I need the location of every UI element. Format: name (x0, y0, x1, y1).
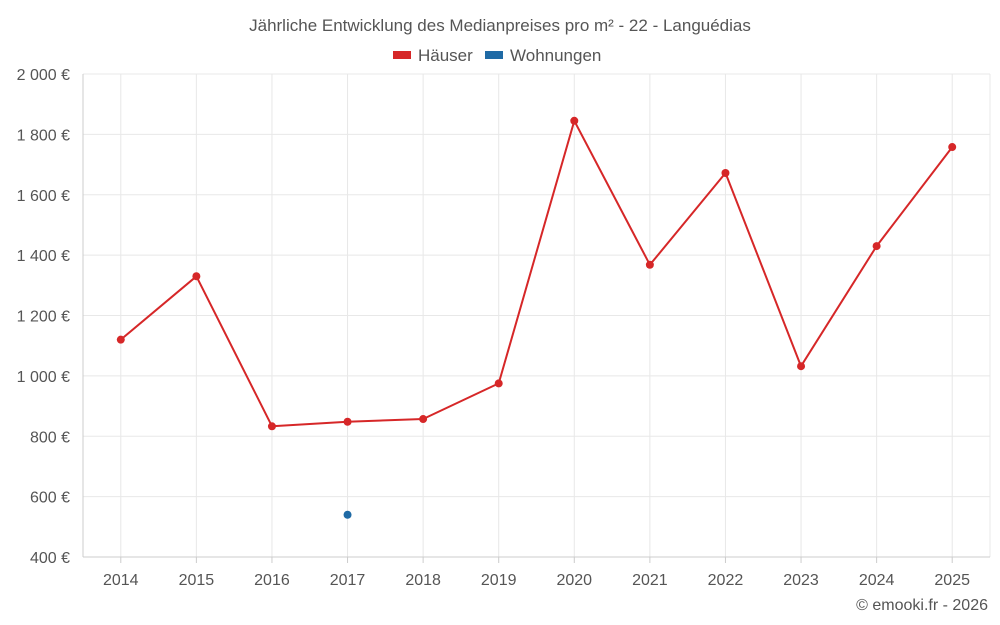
y-tick-label: 2 000 € (17, 67, 70, 84)
x-tick-label: 2025 (934, 572, 970, 589)
x-tick-label: 2022 (708, 572, 744, 589)
x-tick-label: 2017 (330, 572, 366, 589)
y-tick-label: 400 € (30, 550, 70, 567)
grid (83, 73, 991, 557)
legend-swatch-haeuser (393, 51, 411, 59)
data-point-haeuser[interactable] (116, 335, 125, 344)
x-tick-label: 2016 (254, 572, 290, 589)
legend-item-wohnungen[interactable]: Wohnungen (485, 46, 601, 65)
x-tick-label: 2018 (405, 572, 441, 589)
legend-item-haeuser[interactable]: Häuser (393, 46, 473, 65)
data-point-haeuser[interactable] (721, 169, 730, 178)
x-tick-label: 2020 (556, 572, 592, 589)
x-tick-label: 2015 (179, 572, 215, 589)
x-tick-label: 2019 (481, 572, 517, 589)
legend-label-haeuser: Häuser (418, 46, 473, 65)
legend: Häuser Wohnungen (393, 46, 601, 65)
data-point-haeuser[interactable] (570, 116, 579, 125)
x-tick-label: 2024 (859, 572, 895, 589)
data-point-haeuser[interactable] (797, 362, 806, 371)
chart-title: Jährliche Entwicklung des Medianpreises … (249, 16, 751, 35)
x-tick-label: 2023 (783, 572, 819, 589)
y-tick-label: 1 200 € (17, 309, 70, 326)
x-tick-label: 2021 (632, 572, 668, 589)
y-tick-label: 600 € (30, 490, 70, 507)
data-point-haeuser[interactable] (267, 422, 276, 431)
data-point-haeuser[interactable] (343, 417, 352, 426)
axes: 400 € 600 € 800 € 1 000 € 1 200 € 1 400 € 1 60… (17, 67, 990, 589)
legend-label-wohnungen: Wohnungen (510, 46, 601, 65)
series-line-haeuser (120, 119, 953, 428)
data-point-haeuser[interactable] (872, 242, 881, 251)
data-point-haeuser[interactable] (192, 272, 201, 281)
data-point-haeuser[interactable] (948, 143, 957, 152)
data-point-wohnungen[interactable] (343, 510, 352, 519)
x-tick-label: 2014 (103, 572, 139, 589)
y-tick-label: 1 800 € (17, 127, 70, 144)
y-tick-label: 1 000 € (17, 369, 70, 386)
y-tick-label: 1 600 € (17, 188, 70, 205)
legend-swatch-wohnungen (485, 51, 503, 59)
data-point-haeuser[interactable] (645, 260, 654, 269)
data-point-haeuser[interactable] (419, 415, 428, 424)
data-point-haeuser[interactable] (494, 379, 503, 388)
y-tick-label: 800 € (30, 429, 70, 446)
series (116, 116, 957, 519)
credit-text: © emooki.fr - 2026 (856, 597, 988, 614)
y-tick-label: 1 400 € (17, 248, 70, 265)
